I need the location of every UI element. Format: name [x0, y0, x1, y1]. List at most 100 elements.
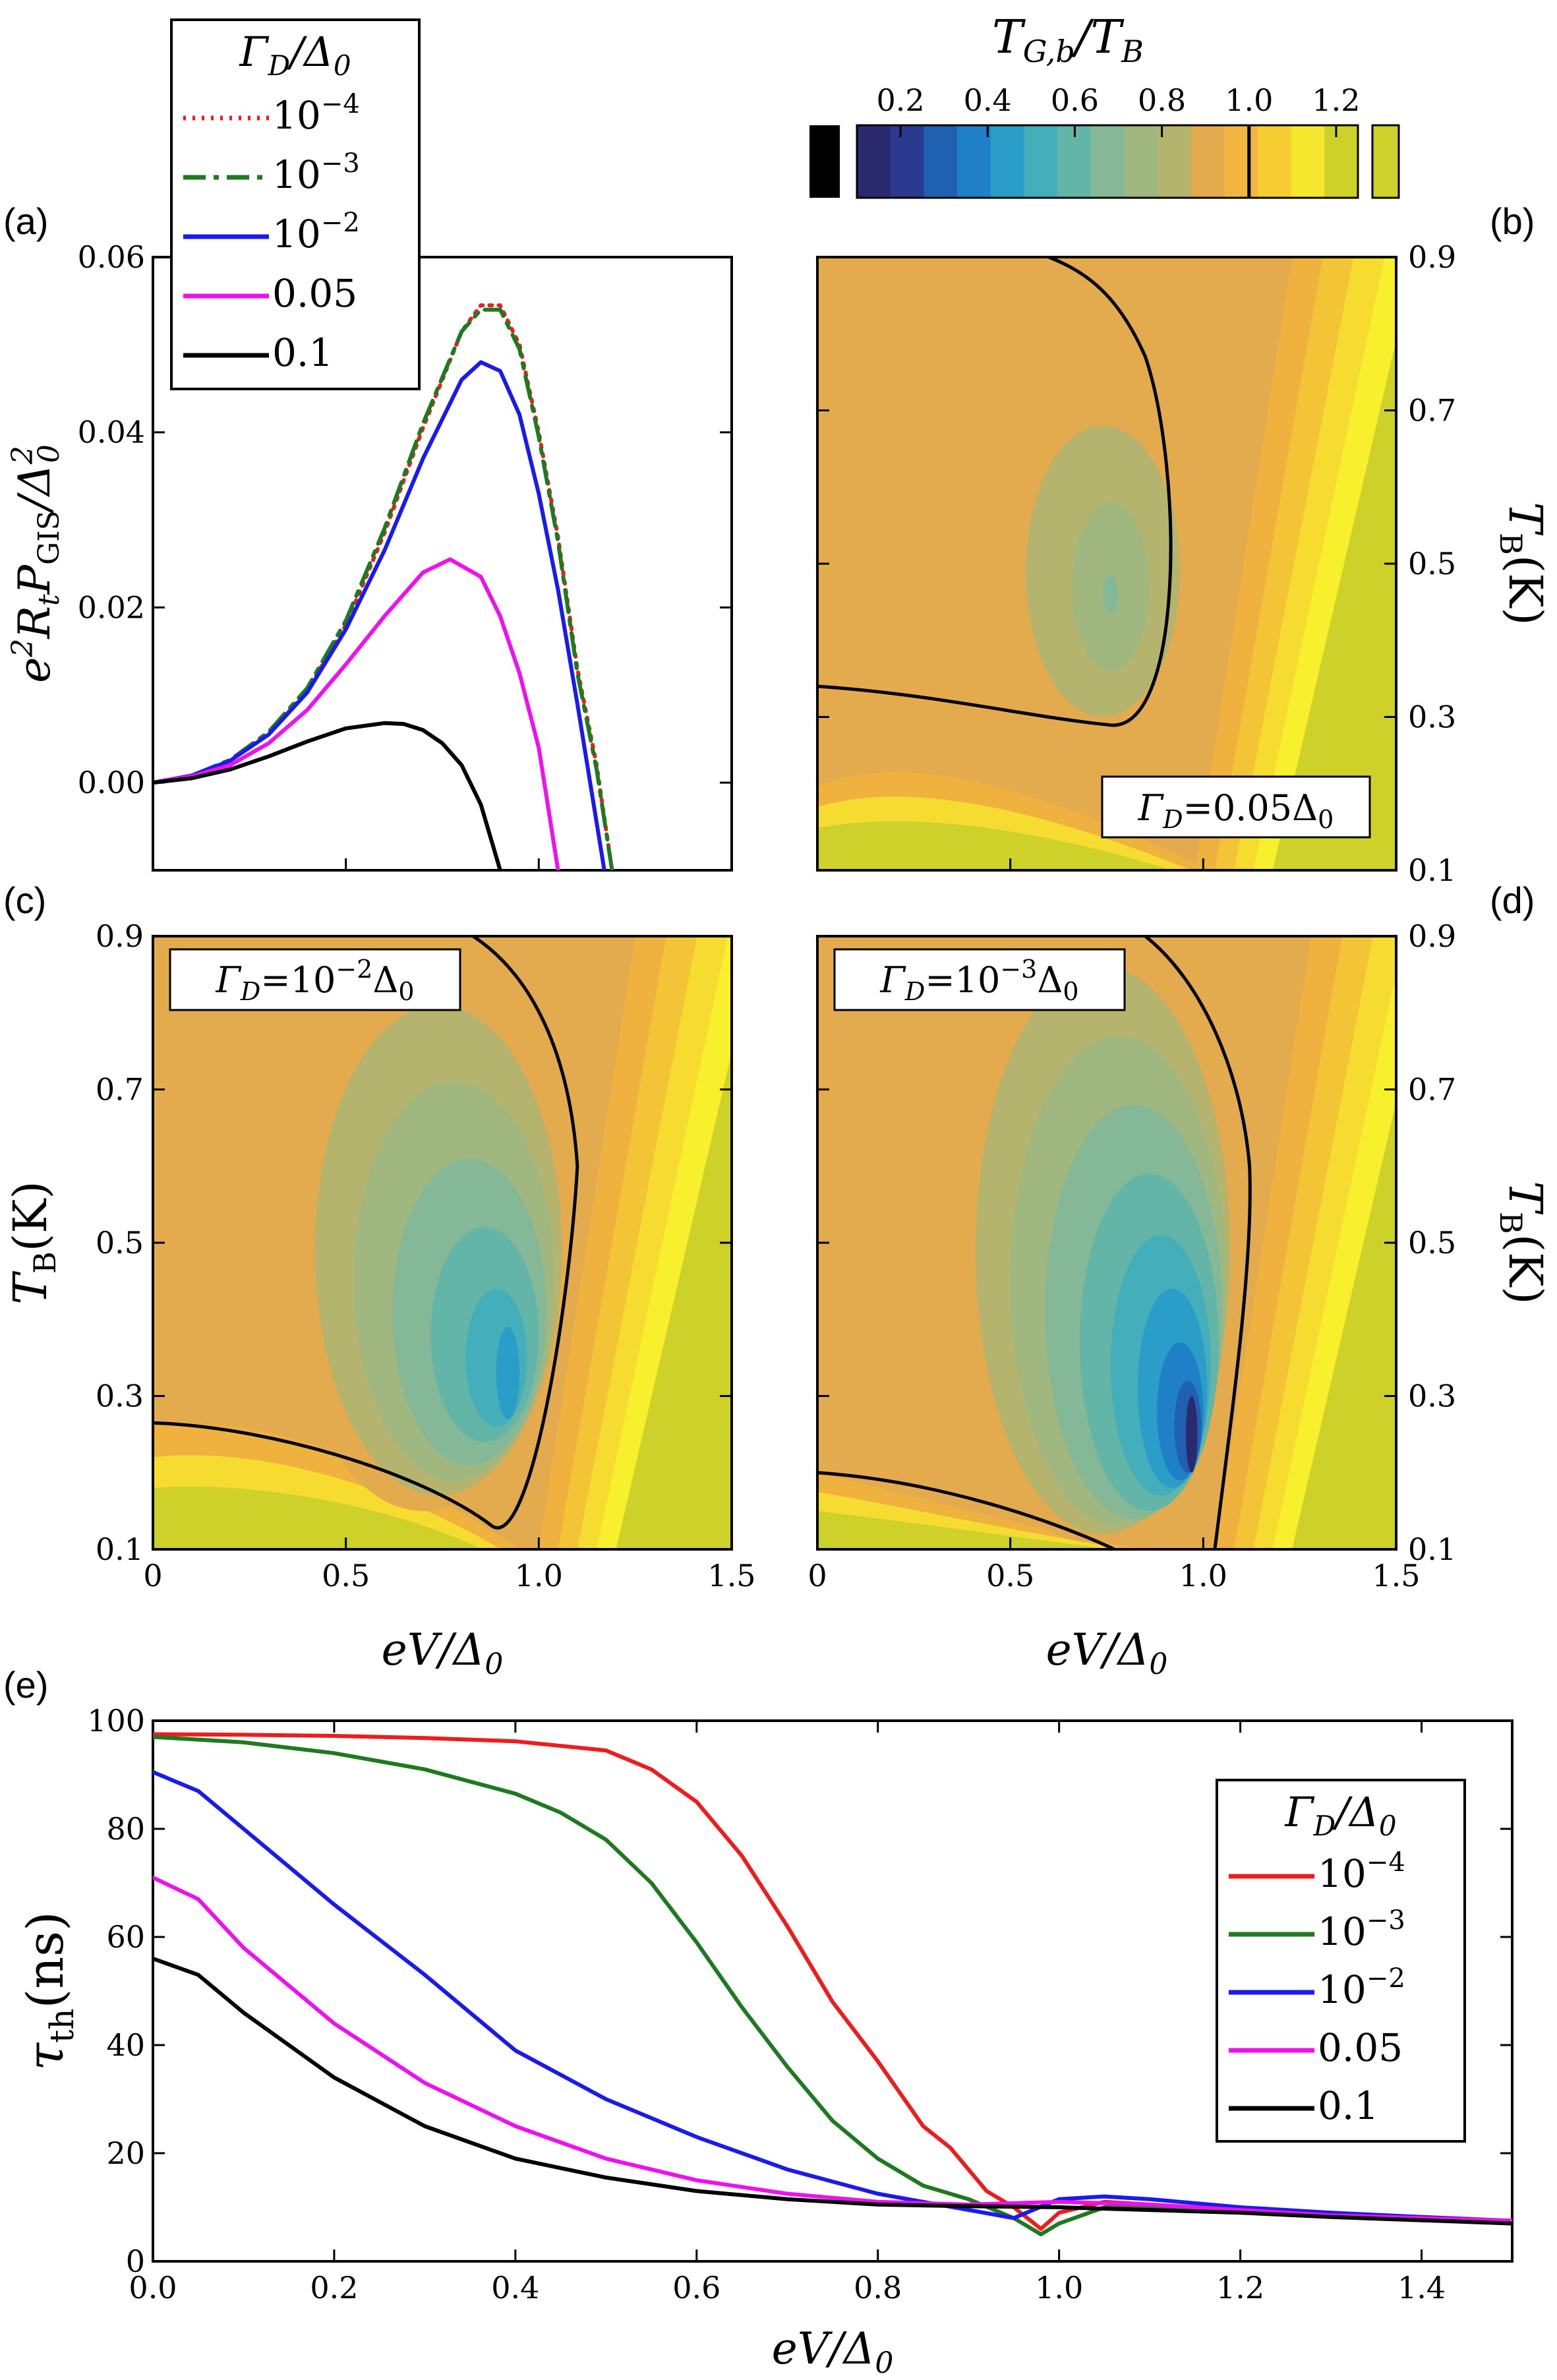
ytick-label: 0	[126, 2244, 145, 2279]
xtick-label: 1.0	[1035, 2270, 1083, 2306]
xtick-label: 0.8	[854, 2270, 902, 2306]
ytick-label: 0.9	[96, 918, 144, 954]
xtick-label: 1.4	[1397, 2270, 1446, 2306]
panel-e-ticks: 0 20 40 60 80 100 0.0 0.2 0.4 0.6 0.8 1.0 1.2 1.4	[87, 1703, 1512, 2306]
heatmap-band	[153, 1486, 483, 1549]
series-line-10e-2	[153, 1770, 1512, 2223]
ytick-label: 100	[87, 1703, 145, 1739]
ytick-label: 0.5	[1408, 1225, 1456, 1261]
xtick-label: 1.0	[1179, 1558, 1227, 1593]
colorbar-cell	[1258, 125, 1292, 198]
colorbar-cell	[1024, 125, 1058, 198]
colorbar-cell	[1291, 125, 1326, 198]
legend-e-entries: 10−4 10−3 10−2 0.05 0.1	[1229, 1847, 1405, 2128]
heatmap-band	[817, 821, 1172, 870]
cooling-contour	[1185, 1396, 1198, 1473]
ytick-label: 0.1	[96, 1532, 144, 1567]
panel-c-xlabel: eV/Δ0	[382, 1624, 504, 1681]
colorbar-cell	[957, 125, 991, 198]
colorbar-cell	[1190, 125, 1225, 198]
colorbar-label: TG,b/TB	[992, 10, 1144, 69]
ytick-label: 0.04	[78, 415, 145, 450]
colorbar-cell	[1057, 125, 1092, 198]
series-line-0.05	[153, 557, 560, 870]
ytick-label: 60	[106, 1919, 145, 1955]
panel-a-yticks: 0.00 0.02 0.04 0.06	[78, 239, 732, 870]
panel-d-xlabel: eV/Δ0	[1046, 1624, 1168, 1681]
colorbar-gradient	[856, 124, 1359, 199]
colorbar-cell	[1224, 125, 1258, 198]
colorbar-low-swatch	[809, 125, 840, 198]
panel-b: (b) 0.1 0.3 0.5 0.7 0.9 TB(K) ΓD=0.05Δ0	[816, 200, 1552, 888]
ytick-label: 0.3	[1408, 699, 1456, 735]
series-line-0.1	[153, 1956, 1512, 2226]
legend-entry-label: 10−4	[1318, 1847, 1405, 1896]
ytick-label: 0.5	[1408, 546, 1456, 581]
heatmap-band	[616, 936, 732, 1549]
heatmap-band	[1272, 257, 1396, 870]
panel-c: (c) 0.1 0.3 0.5 0.7 0.9 0 0.5 1.0 1.5 TB(K) eV/Δ…	[3, 879, 756, 1681]
panel-label-c: (c)	[3, 879, 46, 921]
ytick-label: 0.00	[78, 765, 145, 800]
colorbar-high-swatch	[1371, 124, 1400, 199]
xtick-label: 0.5	[986, 1558, 1034, 1593]
ytick-label: 0.7	[1408, 393, 1456, 429]
xtick-label: 0	[808, 1558, 827, 1593]
panel-label-e: (e)	[3, 1664, 48, 1706]
panel-d-heatmap	[817, 936, 1396, 1549]
legend-e: ΓD/Δ0 10−4 10−3 10−2 0.05 0.1	[1216, 1779, 1466, 2143]
svg-text:ΓD=10−3Δ0: ΓD=10−3Δ0	[879, 955, 1078, 1006]
legend-a-title: ΓD/Δ0	[239, 28, 351, 82]
panel-b-annotation: ΓD=0.05Δ0	[1101, 775, 1371, 839]
legend-entry-label: 10−2	[272, 208, 360, 256]
panel-d: (d) 0.1 0.3 0.5 0.7 0.9 0 0.5 1.0 1.5 TB(K) eV/Δ…	[808, 879, 1552, 1681]
colorbar-cell	[924, 125, 958, 198]
legend-a-entries: 10−4 10−3 10−2 0.05 0.1	[183, 89, 360, 375]
panel-d-ticks: 0.1 0.3 0.5 0.7 0.9 0 0.5 1.0 1.5	[808, 918, 1456, 1593]
legend-entry-label: 0.05	[272, 271, 357, 316]
xtick-label: 0.6	[672, 2270, 720, 2306]
cooling-contour	[1103, 575, 1119, 614]
ytick-label: 0.1	[1408, 1532, 1456, 1567]
panel-e-xlabel: eV/Δ0	[772, 2323, 894, 2380]
panel-label-b: (b)	[1490, 200, 1535, 242]
xtick-label: 0.0	[129, 2270, 177, 2306]
cooling-contour	[496, 1326, 520, 1419]
heatmap-band	[817, 1510, 1113, 1549]
legend-entry-label: 0.05	[1318, 2025, 1403, 2070]
ytick-label: 0.1	[1408, 852, 1456, 888]
legend-entry-label: 0.1	[272, 330, 333, 375]
legend-entry-label: 10−3	[272, 148, 360, 197]
colorbar-cell	[1324, 125, 1359, 198]
ytick-label: 20	[106, 2135, 145, 2171]
xtick-label: 0.2	[310, 2270, 358, 2306]
colorbar-cell	[1090, 125, 1125, 198]
unity-contour	[153, 936, 579, 1530]
panel-b-ylabel: TB(K)	[1493, 502, 1552, 625]
legend-entry-label: 10−2	[1318, 1963, 1405, 2012]
ytick-label: 0.9	[1408, 918, 1456, 954]
panel-e: (e) 0 20 40 60 80 100 0.0 0.2 0.4 0.6 0.8 1.0 1.2 1.4…	[3, 1664, 1513, 2380]
colorbar-frame	[856, 124, 1359, 199]
legend-a: ΓD/Δ0 10−4 10−3 10−2 0.05 0.1	[170, 18, 421, 390]
xtick-label: 0.5	[322, 1558, 370, 1593]
panel-c-annotation: ΓD=10−2Δ0	[169, 948, 461, 1011]
xtick-label: 1.5	[707, 1558, 755, 1593]
ytick-label: 0.06	[78, 239, 145, 275]
ytick-label: 0.9	[1408, 239, 1456, 275]
series-line-10e-3	[153, 307, 614, 870]
panel-b-yticks: 0.1 0.3 0.5 0.7 0.9	[816, 239, 1456, 888]
colorbar-tick-label: 0.8	[1138, 82, 1186, 118]
colorbar-tick-label: 1.2	[1312, 82, 1360, 118]
ytick-label: 80	[106, 1811, 145, 1847]
series-line-0.1	[153, 721, 502, 870]
colorbar-cell	[990, 125, 1025, 198]
ytick-label: 40	[106, 2027, 145, 2063]
xtick-label: 1.2	[1216, 2270, 1264, 2306]
colorbar-cell	[1124, 125, 1158, 198]
heatmap-band	[1291, 936, 1396, 1549]
panel-b-heatmap	[817, 257, 1396, 870]
legend-entry-label: 0.1	[1318, 2083, 1378, 2128]
series-line-0.05	[153, 1875, 1512, 2223]
